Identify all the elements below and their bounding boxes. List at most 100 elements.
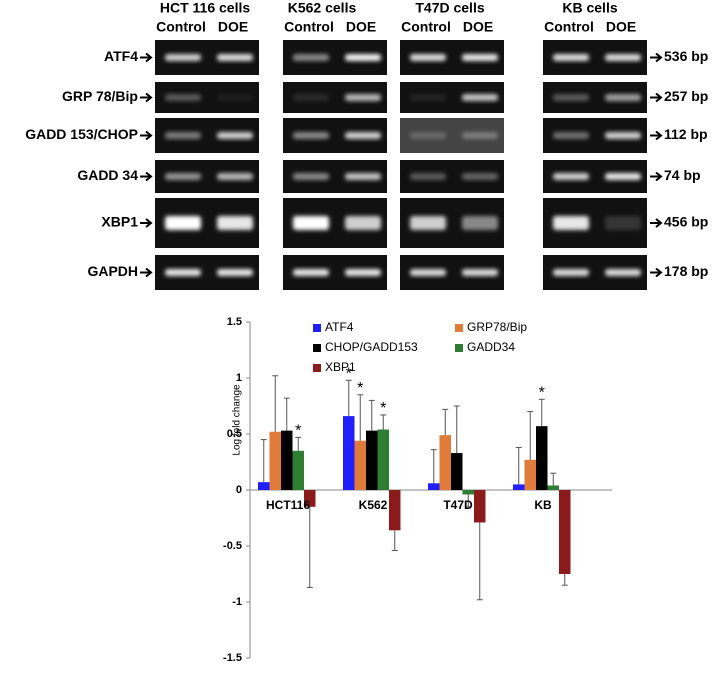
bar (559, 490, 571, 574)
gel-band (605, 269, 641, 276)
bar (366, 430, 378, 490)
gel-band (293, 94, 329, 101)
gel-band (165, 216, 201, 230)
bar (269, 431, 281, 490)
y-tick-label: -0.5 (223, 540, 242, 552)
lane-label: DOE (346, 19, 376, 35)
gel-band (462, 216, 498, 230)
gel-band (462, 132, 498, 139)
y-tick-label: 1.5 (227, 316, 242, 328)
gene-label: GAPDH (87, 263, 138, 279)
legend-label: CHOP/GADD153 (325, 340, 418, 354)
gel-band (345, 132, 381, 139)
arrow (140, 130, 153, 141)
gel-band (410, 54, 446, 61)
legend-swatch (313, 364, 321, 372)
gel-band (293, 132, 329, 139)
gel-band (410, 173, 446, 180)
gel-band (462, 173, 498, 180)
x-tick-label: T47D (443, 498, 473, 512)
gel-band (553, 216, 589, 230)
significance-mark: * (357, 380, 363, 397)
arrow (140, 171, 153, 182)
legend-label: GADD34 (467, 340, 515, 354)
gel-band (293, 216, 329, 230)
significance-mark: * (380, 400, 386, 417)
gel-band (553, 94, 589, 101)
gel-band (462, 269, 498, 276)
gel-band (165, 173, 201, 180)
lane-label: DOE (463, 19, 493, 35)
bar (389, 490, 401, 531)
bar (428, 483, 440, 490)
gene-label: ATF4 (104, 48, 138, 64)
y-axis-label: Log fold change (232, 384, 243, 456)
arrow (140, 52, 153, 63)
arrow (650, 171, 663, 182)
x-tick-label: HCT116 (266, 498, 310, 512)
bar (258, 482, 270, 490)
bar (524, 459, 536, 490)
gel-band (345, 216, 381, 230)
lane-label: Control (544, 19, 594, 35)
legend-label: GRP78/Bip (467, 320, 527, 334)
size-label: 112 bp (664, 126, 708, 142)
y-tick-label: -1 (232, 596, 242, 608)
y-tick-label: 0.5 (227, 428, 242, 440)
arrow (650, 267, 663, 278)
lane-label: Control (401, 19, 451, 35)
size-label: 536 bp (664, 48, 708, 64)
bar (474, 490, 486, 523)
significance-mark: * (539, 384, 545, 401)
size-label: 178 bp (664, 263, 708, 279)
gene-label: XBP1 (101, 214, 138, 230)
bar (513, 484, 525, 490)
gel-band (165, 54, 201, 61)
lane-label: DOE (218, 19, 248, 35)
gel-band (217, 54, 253, 61)
bar (354, 440, 366, 490)
size-label: 456 bp (664, 214, 708, 230)
gel-band (293, 269, 329, 276)
lane-label: Control (284, 19, 334, 35)
gel-band (217, 216, 253, 230)
gel-band (345, 94, 381, 101)
gel-band (217, 94, 253, 101)
arrow (140, 92, 153, 103)
gel-band (410, 216, 446, 230)
arrow (650, 130, 663, 141)
legend-swatch (455, 324, 463, 332)
arrow (140, 218, 153, 228)
gel-band (553, 173, 589, 180)
gel-band (293, 173, 329, 180)
cell-line-label: KB cells (562, 0, 617, 16)
x-tick-label: K562 (359, 498, 388, 512)
bar (281, 430, 293, 490)
gel-band (165, 132, 201, 139)
gel-band (345, 54, 381, 61)
significance-mark: * (346, 365, 352, 382)
lane-label: DOE (606, 19, 636, 35)
y-tick-label: 1 (236, 372, 242, 384)
bar (451, 453, 463, 490)
gel-band (605, 94, 641, 101)
bar (377, 429, 389, 490)
gel-band (217, 173, 253, 180)
gel-band (410, 132, 446, 139)
gel-band (553, 269, 589, 276)
lane-label: Control (156, 19, 206, 35)
legend-swatch (313, 344, 321, 352)
legend-swatch (455, 344, 463, 352)
gene-label: GADD 153/CHOP (25, 126, 138, 142)
arrow (650, 52, 663, 63)
size-label: 257 bp (664, 88, 708, 104)
bar (292, 450, 304, 490)
gel-band (165, 94, 201, 101)
gel-band (165, 269, 201, 276)
cell-line-label: K562 cells (288, 0, 357, 16)
cell-line-label: HCT 116 cells (160, 0, 250, 16)
legend-swatch (313, 324, 321, 332)
gel-band (462, 54, 498, 61)
bar (439, 435, 451, 490)
